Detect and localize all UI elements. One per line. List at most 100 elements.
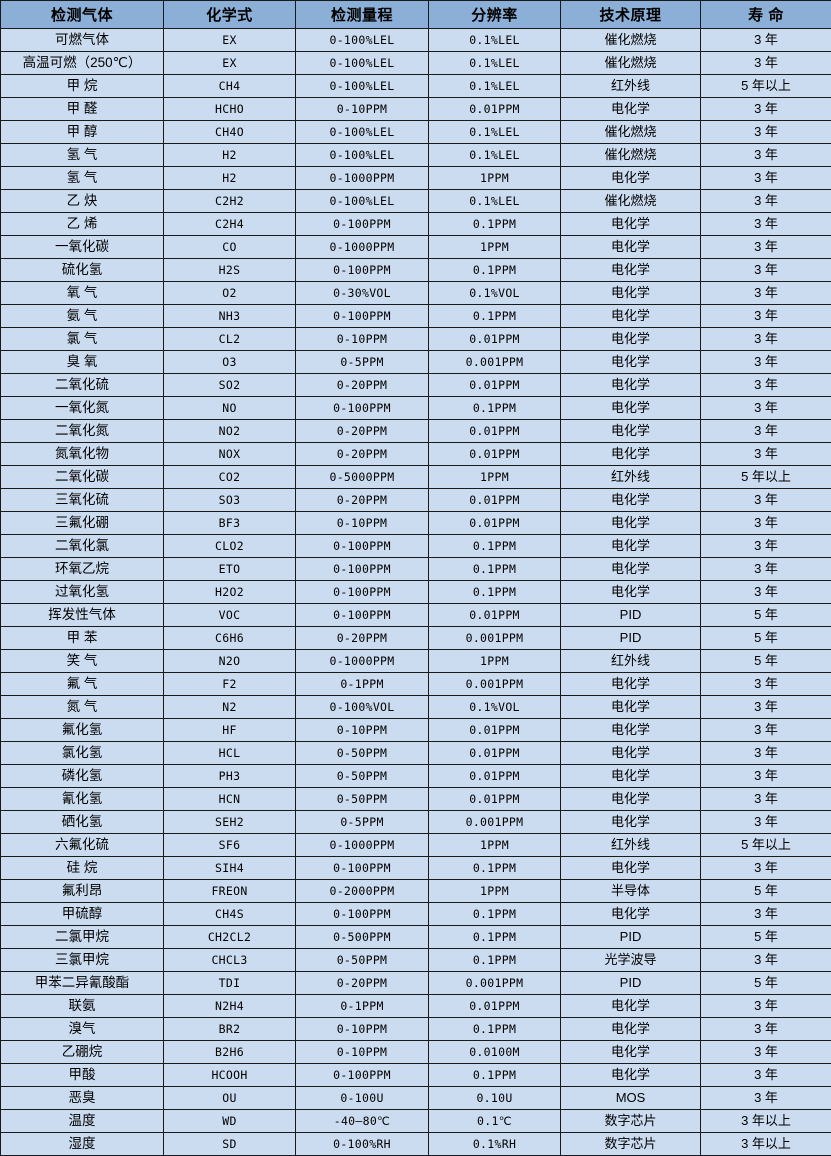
cell-resolution: 0.1PPM [429,581,561,604]
cell-lifetime: 3 年以上 [701,1110,831,1133]
cell-technology: 电化学 [561,374,701,397]
cell-formula: CH4S [164,903,296,926]
cell-lifetime: 3 年 [701,282,831,305]
cell-gas: 氯 气 [1,328,164,351]
cell-resolution: 0.01PPM [429,328,561,351]
cell-lifetime: 3 年 [701,535,831,558]
cell-resolution: 0.1℃ [429,1110,561,1133]
cell-range: 0-100%LEL [296,29,429,52]
cell-resolution: 0.1%VOL [429,696,561,719]
cell-lifetime: 3 年 [701,443,831,466]
cell-formula: HF [164,719,296,742]
cell-resolution: 0.1%LEL [429,144,561,167]
cell-technology: 电化学 [561,903,701,926]
cell-formula: H2O2 [164,581,296,604]
cell-technology: 光学波导 [561,949,701,972]
cell-lifetime: 3 年 [701,374,831,397]
cell-range: 0-10PPM [296,1018,429,1041]
cell-resolution: 0.01PPM [429,995,561,1018]
cell-formula: O3 [164,351,296,374]
cell-gas: 乙硼烷 [1,1041,164,1064]
cell-gas: 氢 气 [1,167,164,190]
cell-formula: HCHO [164,98,296,121]
column-header-gas: 检测气体 [1,1,164,29]
cell-range: 0-100PPM [296,903,429,926]
cell-lifetime: 3 年 [701,213,831,236]
cell-technology: 催化燃烧 [561,52,701,75]
cell-lifetime: 3 年 [701,397,831,420]
cell-range: 0-50PPM [296,742,429,765]
cell-resolution: 0.1PPM [429,857,561,880]
cell-technology: 电化学 [561,1041,701,1064]
cell-resolution: 0.01PPM [429,719,561,742]
cell-range: 0-20PPM [296,443,429,466]
cell-range: 0-100PPM [296,558,429,581]
column-header-technology: 技术原理 [561,1,701,29]
cell-range: 0-500PPM [296,926,429,949]
cell-technology: 电化学 [561,420,701,443]
cell-resolution: 0.1PPM [429,535,561,558]
cell-gas: 磷化氢 [1,765,164,788]
cell-range: 0-1PPM [296,673,429,696]
cell-lifetime: 3 年 [701,121,831,144]
cell-range: 0-100PPM [296,604,429,627]
cell-formula: CL2 [164,328,296,351]
cell-technology: 电化学 [561,512,701,535]
cell-range: 0-2000PPM [296,880,429,903]
cell-lifetime: 3 年 [701,420,831,443]
cell-resolution: 0.1PPM [429,926,561,949]
cell-gas: 过氧化氢 [1,581,164,604]
cell-formula: F2 [164,673,296,696]
cell-lifetime: 3 年 [701,558,831,581]
cell-range: 0-5PPM [296,351,429,374]
cell-gas: 氢 气 [1,144,164,167]
cell-technology: 电化学 [561,282,701,305]
cell-resolution: 0.1%LEL [429,29,561,52]
cell-formula: CHCL3 [164,949,296,972]
cell-resolution: 0.1%RH [429,1133,561,1156]
cell-technology: 电化学 [561,351,701,374]
cell-technology: PID [561,926,701,949]
cell-lifetime: 3 年 [701,489,831,512]
cell-formula: C2H4 [164,213,296,236]
cell-lifetime: 5 年 [701,926,831,949]
cell-technology: 电化学 [561,788,701,811]
cell-formula: SIH4 [164,857,296,880]
cell-gas: 三氯甲烷 [1,949,164,972]
cell-technology: 电化学 [561,259,701,282]
cell-range: 0-100PPM [296,305,429,328]
cell-technology: 电化学 [561,213,701,236]
cell-lifetime: 3 年 [701,98,831,121]
cell-range: 0-10PPM [296,512,429,535]
cell-resolution: 1PPM [429,880,561,903]
cell-resolution: 0.001PPM [429,972,561,995]
cell-range: 0-20PPM [296,489,429,512]
cell-technology: 电化学 [561,1018,701,1041]
cell-lifetime: 3 年 [701,190,831,213]
cell-range: 0-50PPM [296,788,429,811]
cell-gas: 三氟化硼 [1,512,164,535]
cell-resolution: 1PPM [429,834,561,857]
cell-technology: 电化学 [561,558,701,581]
cell-gas: 笑 气 [1,650,164,673]
cell-range: 0-100%LEL [296,52,429,75]
cell-lifetime: 3 年 [701,1087,831,1110]
cell-technology: 红外线 [561,75,701,98]
cell-formula: SF6 [164,834,296,857]
cell-resolution: 0.01PPM [429,512,561,535]
cell-formula: CH4 [164,75,296,98]
cell-gas: 氧 气 [1,282,164,305]
cell-range: -40—80℃ [296,1110,429,1133]
cell-technology: 催化燃烧 [561,190,701,213]
cell-lifetime: 3 年 [701,1064,831,1087]
cell-technology: 半导体 [561,880,701,903]
